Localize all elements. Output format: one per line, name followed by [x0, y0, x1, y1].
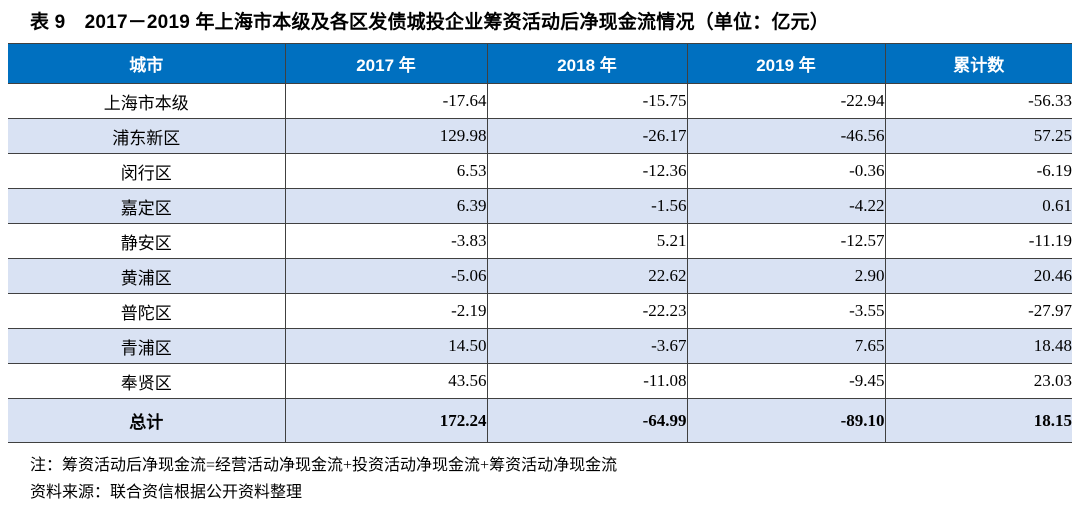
- value-cell: -9.45: [687, 363, 886, 399]
- value-cell: -0.36: [687, 153, 886, 189]
- city-cell: 奉贤区: [8, 363, 286, 399]
- city-cell: 黄浦区: [8, 258, 286, 294]
- table-row: 青浦区 14.50 -3.67 7.65 18.48: [8, 328, 1072, 364]
- city-cell: 青浦区: [8, 328, 286, 364]
- table-body: 上海市本级 -17.64 -15.75 -22.94 -56.33 浦东新区 129.98-…: [8, 83, 1072, 443]
- column-header-total: 累计数: [885, 43, 1072, 84]
- table-row: 闵行区 6.53 -12.36 -0.36 -6.19: [8, 153, 1072, 189]
- table-row: 普陀区 -2.19 -22.23 -3.55 -27.97: [8, 293, 1072, 329]
- city-cell: 静安区: [8, 223, 286, 259]
- value-cell: 129.98: [285, 118, 488, 154]
- column-header-2017: 2017 年: [285, 43, 488, 84]
- city-cell: 闵行区: [8, 153, 286, 189]
- city-cell: 嘉定区: [8, 188, 286, 224]
- value-cell: 14.50: [285, 328, 488, 364]
- value-cell: 6.39: [285, 188, 488, 224]
- value-cell: 23.03: [885, 363, 1072, 399]
- column-header-city: 城市: [8, 43, 286, 84]
- value-cell: 57.25: [885, 118, 1072, 154]
- value-cell: -2.19: [285, 293, 488, 329]
- value-cell: 43.56: [285, 363, 488, 399]
- table-title: 表 9 2017－2019 年上海市本级及各区发债城投企业筹资活动后净现金流情况…: [30, 12, 830, 33]
- value-cell: 18.48: [885, 328, 1072, 364]
- value-cell: -22.23: [487, 293, 688, 329]
- table-row: 黄浦区 -5.06 22.62 2.90 20.46: [8, 258, 1072, 294]
- value-cell: -27.97: [885, 293, 1072, 329]
- value-cell: 5.21: [487, 223, 688, 259]
- value-cell: -3.83: [285, 223, 488, 259]
- value-cell: -15.75: [487, 83, 688, 119]
- value-cell: -89.10: [687, 398, 886, 443]
- value-cell: 22.62: [487, 258, 688, 294]
- table-row: 浦东新区 129.98 -26.17 -46.56 57.25: [8, 118, 1072, 154]
- value-cell: 18.15: [885, 398, 1072, 443]
- total-row: 总计 172.24 -64.99 -89.10 18.15: [8, 398, 1072, 443]
- value-cell: 2.90: [687, 258, 886, 294]
- value-cell: -3.67: [487, 328, 688, 364]
- value-cell: 6.53: [285, 153, 488, 189]
- value-cell: -11.19: [885, 223, 1072, 259]
- note-formula: 注：筹资活动后净现金流=经营活动净现金流+投资活动净现金流+筹资活动净现金流: [30, 457, 618, 474]
- cashflow-table: 城市 2017 年 2018 年 2019 年 累计数 上海市本级 -17.64-…: [8, 43, 1072, 443]
- city-cell: 总计: [8, 398, 286, 443]
- header-row: 城市 2017 年 2018 年 2019 年 累计数: [8, 43, 1072, 84]
- value-cell: -56.33: [885, 83, 1072, 119]
- value-cell: 172.24: [285, 398, 488, 443]
- value-cell: -22.94: [687, 83, 886, 119]
- table-notes: 注：筹资活动后净现金流=经营活动净现金流+投资活动净现金流+筹资活动净现金流 资…: [30, 452, 1080, 506]
- value-cell: 7.65: [687, 328, 886, 364]
- value-cell: -11.08: [487, 363, 688, 399]
- note-source: 资料来源：联合资信根据公开资料整理: [30, 484, 303, 502]
- table-row: 上海市本级 -17.64 -15.75 -22.94 -56.33: [8, 83, 1072, 119]
- value-cell: 20.46: [885, 258, 1072, 294]
- value-cell: -3.55: [687, 293, 886, 329]
- value-cell: -46.56: [687, 118, 886, 154]
- value-cell: -64.99: [487, 398, 688, 443]
- value-cell: -6.19: [885, 153, 1072, 189]
- table-row: 奉贤区 43.56 -11.08 -9.45 23.03: [8, 363, 1072, 399]
- value-cell: 0.61: [885, 188, 1072, 224]
- value-cell: -12.36: [487, 153, 688, 189]
- table-row: 嘉定区 6.39 -1.56 -4.22 0.61: [8, 188, 1072, 224]
- value-cell: -17.64: [285, 83, 488, 119]
- city-cell: 普陀区: [8, 293, 286, 329]
- city-cell: 浦东新区: [8, 118, 286, 154]
- value-cell: -12.57: [687, 223, 886, 259]
- column-header-2018: 2018 年: [487, 43, 688, 84]
- value-cell: -26.17: [487, 118, 688, 154]
- value-cell: -4.22: [687, 188, 886, 224]
- value-cell: -1.56: [487, 188, 688, 224]
- city-cell: 上海市本级: [8, 83, 286, 119]
- column-header-2019: 2019 年: [687, 43, 886, 84]
- value-cell: -5.06: [285, 258, 488, 294]
- table-row: 静安区 -3.83 5.21 -12.57 -11.19: [8, 223, 1072, 259]
